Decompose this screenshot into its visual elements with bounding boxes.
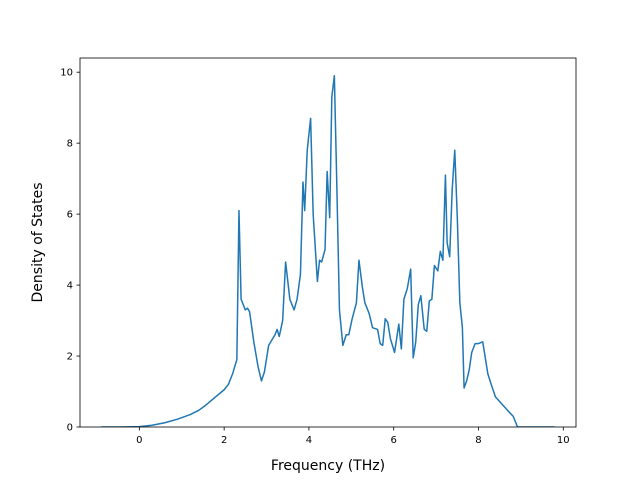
- y-tick-label: 0: [67, 423, 73, 434]
- x-tick-label: 10: [557, 435, 570, 446]
- x-tick-label: 8: [475, 435, 481, 446]
- y-tick-label: 10: [60, 68, 73, 79]
- y-axis-label: Density of States: [30, 183, 46, 303]
- plot-area: [101, 74, 555, 427]
- x-tick-label: 4: [306, 435, 312, 446]
- y-tick-label: 8: [67, 139, 73, 150]
- dos-series-line: [101, 74, 555, 427]
- y-tick-label: 2: [67, 352, 73, 363]
- axes-frame: [79, 57, 577, 428]
- x-tick-label: 2: [221, 435, 227, 446]
- x-tick-label: 6: [391, 435, 397, 446]
- y-tick-label: 4: [67, 281, 73, 292]
- x-axis-label: Frequency (THz): [271, 458, 385, 474]
- x-tick-label: 0: [136, 435, 142, 446]
- y-tick-label: 6: [67, 210, 73, 221]
- axes: 0 2 4 6 8 10 0 2 4 6 8 10: [60, 57, 577, 446]
